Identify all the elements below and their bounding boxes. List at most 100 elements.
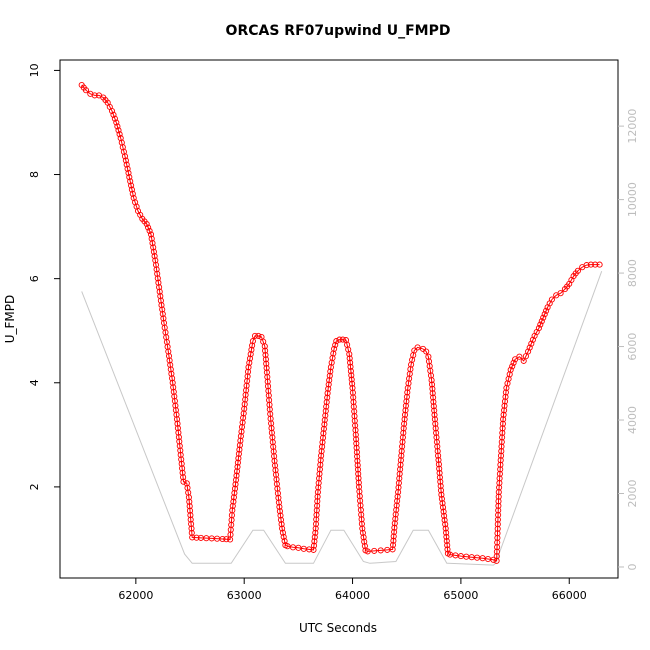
data-point [541,311,548,318]
data-point [538,318,545,325]
data-point [324,394,331,401]
data-point [241,405,248,412]
data-point [272,471,280,478]
data-point [149,240,156,247]
data-point [442,525,449,532]
data-point [320,425,327,432]
data-point [497,457,504,464]
data-point [322,412,329,419]
y-axis-label: U_FMPD [3,295,17,344]
data-point [158,302,165,309]
data-point [110,111,117,118]
data-point [498,443,505,450]
data-point [188,520,195,528]
data-point [393,506,400,513]
data-point [145,224,152,231]
data-point [155,279,162,286]
data-point [404,389,411,396]
data-point [235,450,242,457]
data-point [361,542,368,550]
right-y-tick-label: 12000 [626,109,639,144]
data-point [261,343,268,350]
data-point [443,533,450,540]
data-point [437,478,444,485]
data-point [317,457,324,464]
data-point [493,557,500,564]
data-point [251,332,259,339]
data-point [117,135,124,142]
data-point [314,502,321,509]
data-point [267,410,274,418]
data-point [314,493,321,500]
data-point [310,546,317,553]
data-point [275,499,282,506]
data-point [169,379,176,386]
data-point [500,416,507,423]
data-point [333,338,340,345]
data-point [494,539,501,546]
data-point [177,447,184,454]
right-y-tick-label: 4000 [626,406,639,434]
data-point [314,489,321,496]
data-point [350,403,357,410]
data-point [172,407,179,414]
data-point [147,231,155,238]
data-point [313,511,320,518]
data-point [506,371,513,378]
data-point [159,306,166,313]
data-point [403,393,410,400]
data-point [150,244,157,251]
data-point [430,398,437,405]
data-point [438,495,445,502]
data-point [171,393,178,400]
data-point [262,356,269,363]
data-point [249,342,256,349]
data-point [249,338,256,345]
data-point [444,542,451,549]
data-point [129,190,136,197]
data-point [219,535,226,543]
data-point [430,394,437,401]
data-point [328,359,335,366]
data-point [280,533,287,540]
data-point [494,534,501,541]
data-point [525,348,532,355]
data-point [178,456,185,463]
data-point [353,449,360,456]
data-point [350,394,357,401]
data-point [326,372,333,379]
data-point [494,544,501,551]
data-point [274,490,281,497]
data-point [390,537,397,544]
data-point [318,448,325,455]
data-point [389,541,397,549]
data-point [245,364,252,371]
data-point [329,354,336,362]
data-point [494,521,501,528]
data-point [499,429,506,436]
data-point [496,475,503,482]
right-y-tick-label: 10000 [626,182,639,217]
data-point [395,489,402,496]
data-point [401,420,408,427]
data-point [176,438,183,445]
data-point [346,355,353,362]
data-point [399,443,406,450]
data-point [243,387,250,394]
data-point [397,457,404,464]
data-point [130,194,137,202]
data-point [156,284,163,291]
data-point [312,529,319,536]
data-point [574,267,581,274]
data-point [268,420,275,427]
data-point [504,380,511,387]
data-point [313,516,320,523]
data-point [502,393,509,400]
data-point [244,368,252,375]
x-tick-label: 63000 [227,589,262,602]
data-point [271,462,279,469]
plot-frame [59,59,619,579]
data-point [132,199,139,206]
